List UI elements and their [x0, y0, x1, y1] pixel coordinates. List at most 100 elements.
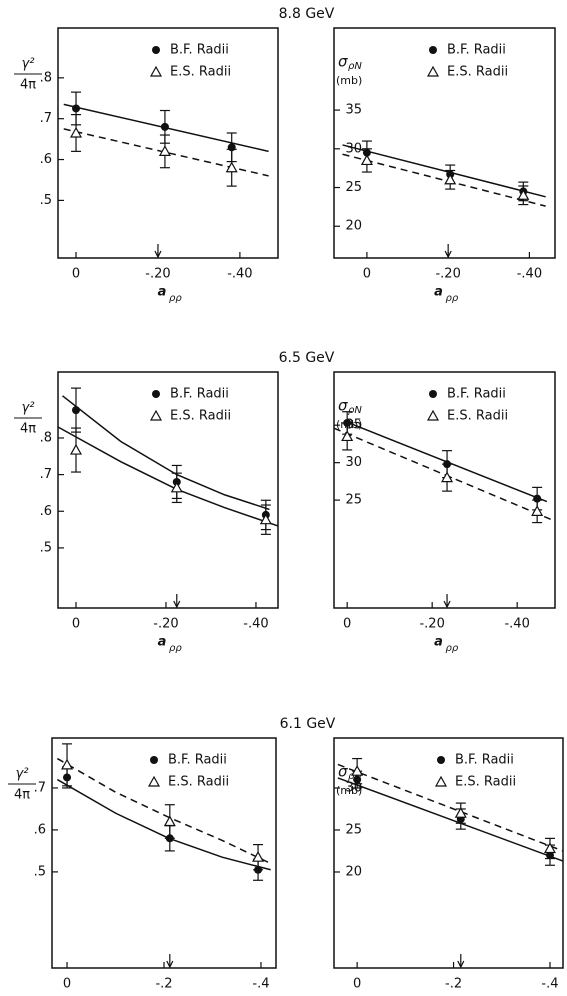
panel-title: 6.1 GeV — [280, 716, 336, 732]
plot-frame — [333, 371, 556, 609]
x-tick-label: -.40 — [504, 617, 529, 632]
fit-line — [337, 763, 564, 852]
y-tick-label: .7 — [34, 780, 46, 795]
x-tick-label: -.20 — [419, 617, 444, 632]
fit-line — [56, 778, 271, 871]
plot-frame — [333, 27, 556, 259]
legend-marker — [149, 409, 163, 421]
y-tick-label: .5 — [40, 193, 52, 208]
x-label: a — [434, 635, 443, 650]
x-tick-label: -.2 — [155, 977, 172, 992]
data-point — [72, 104, 81, 113]
y-tick-label: 20 — [345, 219, 362, 234]
y-tick-label: .8 — [40, 430, 52, 445]
x-tick-label: -.20 — [435, 267, 460, 282]
reference-arrow-head — [154, 250, 162, 259]
y-label-unit: (mb) — [336, 74, 362, 87]
data-point — [531, 505, 544, 516]
data-point — [225, 161, 238, 173]
data-point — [259, 513, 272, 525]
plot-frame — [57, 27, 279, 259]
legend-marker — [426, 409, 440, 421]
reference-arrow-head — [444, 250, 452, 259]
reference-arrow-head — [443, 600, 451, 609]
fit-line — [56, 757, 271, 865]
data-point — [454, 806, 467, 818]
data-point — [158, 145, 171, 156]
legend-marker — [149, 65, 163, 77]
x-label-subscript: ρρ — [446, 643, 459, 654]
y-tick-label: 25 — [345, 180, 362, 195]
x-tick-label: -.4 — [252, 977, 269, 992]
y-tick-label: .8 — [40, 70, 52, 85]
legend-label: E.S. Radii — [168, 775, 229, 790]
legend-label: E.S. Radii — [455, 775, 516, 790]
fit-line — [333, 427, 556, 522]
legend-marker — [426, 65, 440, 77]
legend-marker — [434, 775, 448, 787]
x-tick-label: -.20 — [145, 267, 170, 282]
y-tick-label: .6 — [40, 152, 52, 167]
y-tick-label: 25 — [345, 822, 362, 837]
x-tick-label: 0 — [72, 267, 80, 282]
data-point — [69, 443, 83, 455]
y-tick-label: 30 — [345, 141, 362, 156]
x-tick-label: -.40 — [227, 267, 252, 282]
y-label-denominator: 4π — [14, 788, 30, 803]
legend-marker — [152, 390, 160, 398]
y-tick-label: 30 — [345, 455, 362, 470]
data-point — [160, 122, 169, 131]
x-label: a — [154, 995, 163, 996]
x-tick-label: -.40 — [243, 617, 268, 632]
legend-marker — [147, 775, 161, 787]
data-point — [441, 471, 454, 483]
x-tick-label: 0 — [343, 617, 351, 632]
y-tick-label: .5 — [34, 864, 46, 879]
x-label: a — [438, 995, 447, 996]
legend-label: B.F. Radii — [455, 753, 514, 768]
reference-arrow-head — [166, 960, 174, 969]
y-label-symbol: σ — [338, 53, 348, 71]
y-label-unit: (mb) — [336, 784, 362, 797]
legend-marker — [150, 756, 158, 764]
legend-marker — [152, 46, 160, 54]
x-tick-label: 0 — [63, 977, 71, 992]
y-tick-label: .7 — [40, 111, 52, 126]
y-tick-label: .5 — [40, 540, 52, 555]
legend-label: B.F. Radii — [168, 753, 227, 768]
y-label-subscript: ρN — [348, 61, 362, 72]
legend-label: B.F. Radii — [170, 43, 229, 58]
legend-label: E.S. Radii — [447, 409, 508, 424]
x-label: a — [158, 285, 167, 300]
panel-title: 6.5 GeV — [279, 350, 335, 366]
y-label-numerator: γ² — [22, 57, 35, 72]
data-point — [351, 764, 364, 776]
x-tick-label: 0 — [72, 617, 80, 632]
x-label-subscript: ρρ — [169, 643, 182, 654]
legend-marker — [437, 756, 445, 764]
panel-title: 8.8 GeV — [279, 6, 335, 22]
data-point — [170, 481, 183, 493]
data-point — [71, 406, 80, 415]
reference-arrow-head — [457, 960, 465, 969]
x-tick-label: -.2 — [445, 977, 462, 992]
data-point — [70, 126, 83, 138]
data-point — [61, 758, 74, 770]
fit-line — [62, 395, 270, 511]
y-tick-label: 20 — [345, 864, 362, 879]
data-point — [517, 189, 530, 200]
plot-frame — [57, 371, 279, 609]
y-label-denominator: 4π — [20, 78, 36, 93]
plot-frame — [51, 737, 277, 969]
data-point — [252, 850, 265, 862]
x-tick-label: -.40 — [517, 267, 542, 282]
legend-label: B.F. Radii — [447, 43, 506, 58]
y-tick-label: .6 — [34, 822, 46, 837]
y-tick-label: 35 — [345, 103, 362, 118]
fit-line — [342, 153, 546, 207]
x-tick-label: -.4 — [541, 977, 558, 992]
legend-label: B.F. Radii — [170, 387, 229, 402]
data-point — [444, 173, 457, 185]
legend-label: E.S. Radii — [447, 65, 508, 80]
legend-marker — [429, 390, 437, 398]
